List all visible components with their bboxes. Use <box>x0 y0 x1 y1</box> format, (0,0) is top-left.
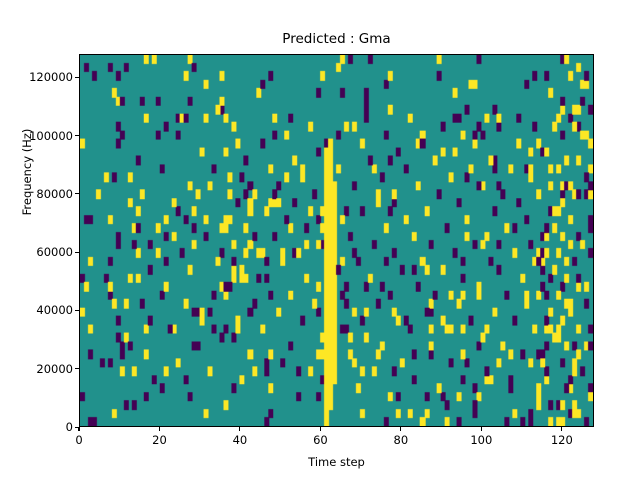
y-tick-mark <box>75 76 79 78</box>
y-tick-label: 60000 <box>36 245 73 260</box>
y-tick-mark <box>75 309 79 312</box>
y-tick-mark <box>75 368 79 370</box>
x-tick-mark <box>158 427 161 431</box>
x-tick-label: 60 <box>313 433 328 447</box>
x-tick-label: 0 <box>75 433 83 447</box>
heatmap-image <box>80 55 593 426</box>
y-tick-mark <box>75 251 79 253</box>
x-tick-mark <box>480 427 482 431</box>
x-tick-mark <box>400 427 402 431</box>
y-tick-mark <box>75 135 79 137</box>
x-tick-label: 100 <box>470 433 493 447</box>
x-axis-label: Time step <box>308 455 365 469</box>
y-tick-mark <box>75 193 79 195</box>
x-tick-mark <box>78 427 80 431</box>
y-tick-label: 80000 <box>36 186 73 201</box>
y-tick-label: 40000 <box>36 303 73 318</box>
y-tick-label: 120000 <box>29 70 73 85</box>
y-tick-label: 20000 <box>36 361 73 376</box>
heatmap-axes <box>79 54 594 427</box>
x-tick-label: 40 <box>232 433 248 447</box>
x-tick-label: 120 <box>550 433 573 447</box>
y-tick-label: 100000 <box>29 128 73 143</box>
x-tick-mark <box>319 427 321 431</box>
x-tick-mark <box>561 427 563 431</box>
x-tick-label: 20 <box>152 433 167 447</box>
x-tick-mark <box>239 427 241 431</box>
y-axis-label: Frequency (Hz) <box>20 128 34 216</box>
y-tick-mark <box>75 426 79 428</box>
y-tick-label: 0 <box>65 420 73 434</box>
x-tick-label: 80 <box>393 433 409 447</box>
chart-title: Predicted : Gma <box>282 31 391 47</box>
